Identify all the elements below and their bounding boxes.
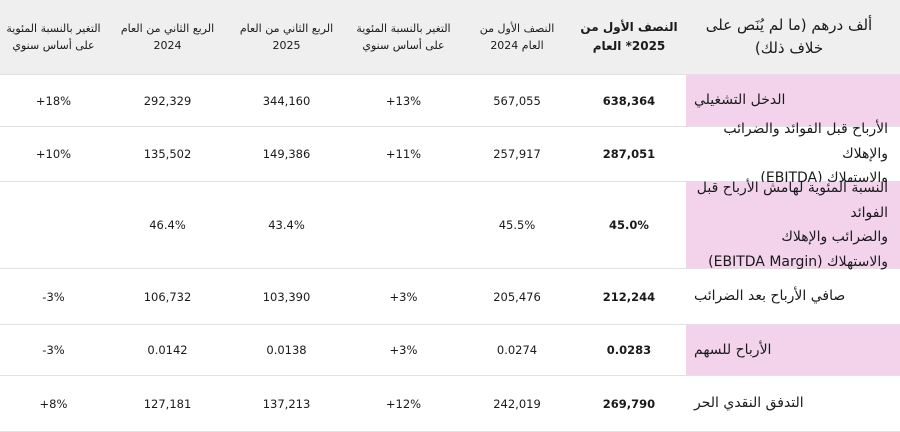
cell-h1-2024: 257,917 <box>462 127 572 182</box>
cell-change-q2: -3% <box>0 325 107 376</box>
row-label-ebitda: الأرباح قبل الفوائد والضرائب والإهلاك وا… <box>686 121 900 186</box>
cell-change-q2: +10% <box>0 127 107 182</box>
cell-q2-2024: 46.4% <box>107 182 228 269</box>
cell-q2-2025: 43.4% <box>228 182 345 269</box>
row-label-line: والاستهلاك (EBITDA Margin) <box>708 253 888 270</box>
cell-h1-2024: 0.0274 <box>462 325 572 376</box>
cell-h1-2024: 45.5% <box>462 182 572 269</box>
row-label-ebitda-margin: النسبة المئوية لهامش الأرباح قبل الفوائد… <box>686 180 900 270</box>
cell-h1-2025: 45.0% <box>572 182 686 269</box>
cell-h1-2025: 212,244 <box>572 269 686 325</box>
cell-h1-2025: 269,790 <box>572 376 686 432</box>
header-q2-2024: الربع الثاني من العام 2024 <box>107 0 228 75</box>
cell-q2-2025: 0.0138 <box>228 325 345 376</box>
row-label-eps: الأرباح للسهم <box>686 325 900 376</box>
cell-h1-2024: 205,476 <box>462 269 572 325</box>
row-label-net-profit: صافي الأرباح بعد الضرائب <box>686 269 900 325</box>
cell-q2-2025: 137,213 <box>228 376 345 432</box>
cell-q2-2024: 292,329 <box>107 75 228 127</box>
cell-q2-2024: 127,181 <box>107 376 228 432</box>
cell-change-q2 <box>0 182 107 269</box>
row-label-text: الدخل التشغيلي <box>694 92 786 109</box>
header-h1-2025: النصف الأول من 2025* العام <box>572 0 686 75</box>
cell-q2-2024: 106,732 <box>107 269 228 325</box>
cell-h1-2024: 567,055 <box>462 75 572 127</box>
cell-change-h1 <box>345 182 462 269</box>
cell-change-q2: +18% <box>0 75 107 127</box>
header-change-h1: التغير بالنسبة المئوية على أساس سنوي <box>345 0 462 75</box>
header-change-q2: التغير بالنسبة المئوية على أساس سنوي <box>0 0 107 75</box>
row-label-line: والضرائب والإهلاك <box>781 229 888 245</box>
cell-change-h1: +12% <box>345 376 462 432</box>
row-label-free-cash-flow: التدفق النقدي الحر <box>686 376 900 432</box>
row-label-operating-income: الدخل التشغيلي <box>686 75 900 127</box>
cell-change-q2: +8% <box>0 376 107 432</box>
cell-q2-2024: 135,502 <box>107 127 228 182</box>
cell-q2-2025: 344,160 <box>228 75 345 127</box>
cell-h1-2025: 638,364 <box>572 75 686 127</box>
cell-change-q2: -3% <box>0 269 107 325</box>
cell-q2-2024: 0.0142 <box>107 325 228 376</box>
cell-h1-2024: 242,019 <box>462 376 572 432</box>
row-label-text: التدفق النقدي الحر <box>694 395 804 412</box>
cell-change-h1: +11% <box>345 127 462 182</box>
row-label-line: الأرباح قبل الفوائد والضرائب والإهلاك <box>723 121 888 162</box>
cell-h1-2025: 0.0283 <box>572 325 686 376</box>
cell-change-h1: +3% <box>345 325 462 376</box>
table-title: ألف درهم (ما لم يُنَص على خلاف ذلك) <box>686 0 900 75</box>
cell-q2-2025: 103,390 <box>228 269 345 325</box>
cell-h1-2025: 287,051 <box>572 127 686 182</box>
row-label-text: الأرباح للسهم <box>694 341 772 358</box>
cell-change-h1: +3% <box>345 269 462 325</box>
row-label-text: صافي الأرباح بعد الضرائب <box>694 288 846 305</box>
cell-change-h1: +13% <box>345 75 462 127</box>
row-label-line: النسبة المئوية لهامش الأرباح قبل الفوائد <box>696 180 888 221</box>
cell-q2-2025: 149,386 <box>228 127 345 182</box>
header-h1-2024: النصف الأول من العام 2024 <box>462 0 572 75</box>
header-q2-2025: الربع الثاني من العام 2025 <box>228 0 345 75</box>
